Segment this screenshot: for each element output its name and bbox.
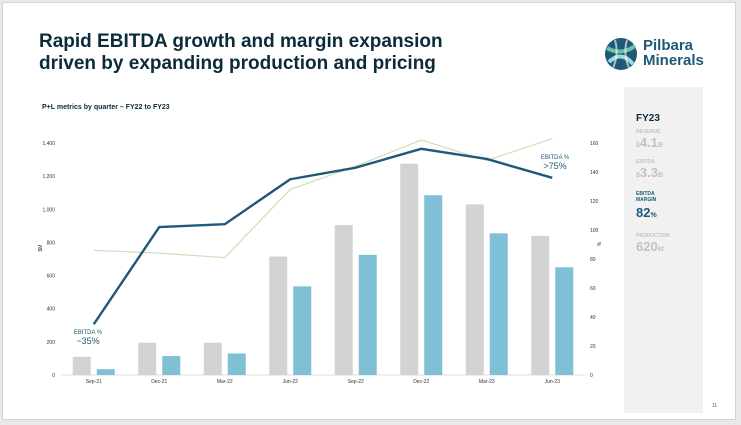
x-tick-label: Jun-23 xyxy=(545,379,561,385)
bar-revenue xyxy=(465,204,484,375)
bar-revenue xyxy=(138,342,157,375)
annotation-start: EBITDA % ~35% xyxy=(74,330,103,346)
y-tick-left: 1,200 xyxy=(42,174,55,180)
margin-value: 82% xyxy=(636,205,657,220)
revenue-label: REVENUE xyxy=(636,129,661,135)
margin-label: EBITDA MARGIN xyxy=(636,191,657,203)
y-tick-left: 400 xyxy=(47,307,56,313)
fy-heading: FY23 xyxy=(636,113,660,124)
y-tick-left: 1,000 xyxy=(42,207,55,213)
y-tick-left: 800 xyxy=(47,240,56,246)
chart: 0 200 400 600 800 1,000 1,200 1,400 0 20 40 60 80 10… xyxy=(38,138,603,385)
y-axis-label-left: $M xyxy=(38,245,44,252)
bar-revenue xyxy=(531,235,550,375)
bar-revenue xyxy=(334,225,353,375)
y-tick-right: 120 xyxy=(590,199,599,205)
y-tick-right: 80 xyxy=(590,257,596,263)
fy23-summary-panel: FY23 REVENUE $4.1B EBITDA $3.3B EBITDA MA… xyxy=(624,87,703,413)
y-tick-right: 40 xyxy=(590,315,596,321)
y-tick-right: 100 xyxy=(590,228,599,234)
x-tick-label: Sep-22 xyxy=(348,379,364,385)
logo-line-2: Minerals xyxy=(643,52,704,69)
x-tick-label: Dec-22 xyxy=(413,379,429,385)
x-tick-label: Dec-21 xyxy=(151,379,167,385)
ebitda-value: $3.3B xyxy=(636,165,664,180)
bar-ebitda xyxy=(555,267,574,375)
y-tick-left: 200 xyxy=(47,340,56,346)
x-tick-label: Sep-21 xyxy=(86,379,102,385)
bar-ebitda xyxy=(96,369,115,375)
bar-revenue xyxy=(72,356,91,375)
production-label: PRODUCTION xyxy=(636,233,670,239)
x-tick-label: Mar-23 xyxy=(479,379,495,385)
logo-line-1: Pilbara xyxy=(643,37,694,54)
bar-ebitda xyxy=(227,353,246,375)
production-value: 620kt xyxy=(636,239,664,254)
annotation-start-label: EBITDA % xyxy=(74,330,103,336)
logo-wordmark: Pilbara Minerals xyxy=(643,38,704,68)
y-tick-right: 160 xyxy=(590,141,599,147)
y-tick-left: 0 xyxy=(52,373,55,379)
slide: Rapid EBITDA growth and margin expansion… xyxy=(2,2,736,420)
bar-revenue xyxy=(400,163,419,375)
bar-ebitda xyxy=(424,195,443,375)
revenue-value: $4.1B xyxy=(636,135,664,150)
bar-revenue xyxy=(203,342,222,375)
bar-ebitda xyxy=(358,254,377,375)
x-tick-label: Jun-22 xyxy=(283,379,299,385)
bar-ebitda xyxy=(489,233,508,375)
bar-revenue xyxy=(269,256,288,375)
annotation-end: EBITDA % >75% xyxy=(541,155,570,171)
company-logo: Pilbara Minerals xyxy=(603,36,713,72)
annotation-start-value: ~35% xyxy=(76,336,99,346)
page-number: 11 xyxy=(712,403,718,409)
ebitda-label: EBITDA xyxy=(636,159,655,165)
annotation-end-label: EBITDA % xyxy=(541,155,570,161)
y-axis-label-right: % xyxy=(597,241,603,246)
chart-subtitle: P+L metrics by quarter – FY22 to FY23 xyxy=(42,104,170,111)
line-ebitda-margin xyxy=(92,147,553,325)
y-tick-right: 20 xyxy=(590,344,596,350)
y-tick-left: 1,400 xyxy=(42,141,55,147)
y-tick-right: 60 xyxy=(590,286,596,292)
y-tick-left: 600 xyxy=(47,274,56,280)
y-tick-right: 140 xyxy=(590,170,599,176)
annotation-end-value: >75% xyxy=(543,161,566,171)
slide-title: Rapid EBITDA growth and margin expansion… xyxy=(39,31,519,75)
y-tick-right: 0 xyxy=(590,373,593,379)
title-line-1: Rapid EBITDA growth and margin expansion xyxy=(39,31,443,52)
bar-ebitda xyxy=(293,286,312,375)
x-tick-label: Mar-22 xyxy=(217,379,233,385)
title-line-2: driven by expanding production and prici… xyxy=(39,53,436,74)
bar-ebitda xyxy=(162,355,181,375)
globe-icon xyxy=(605,38,637,70)
